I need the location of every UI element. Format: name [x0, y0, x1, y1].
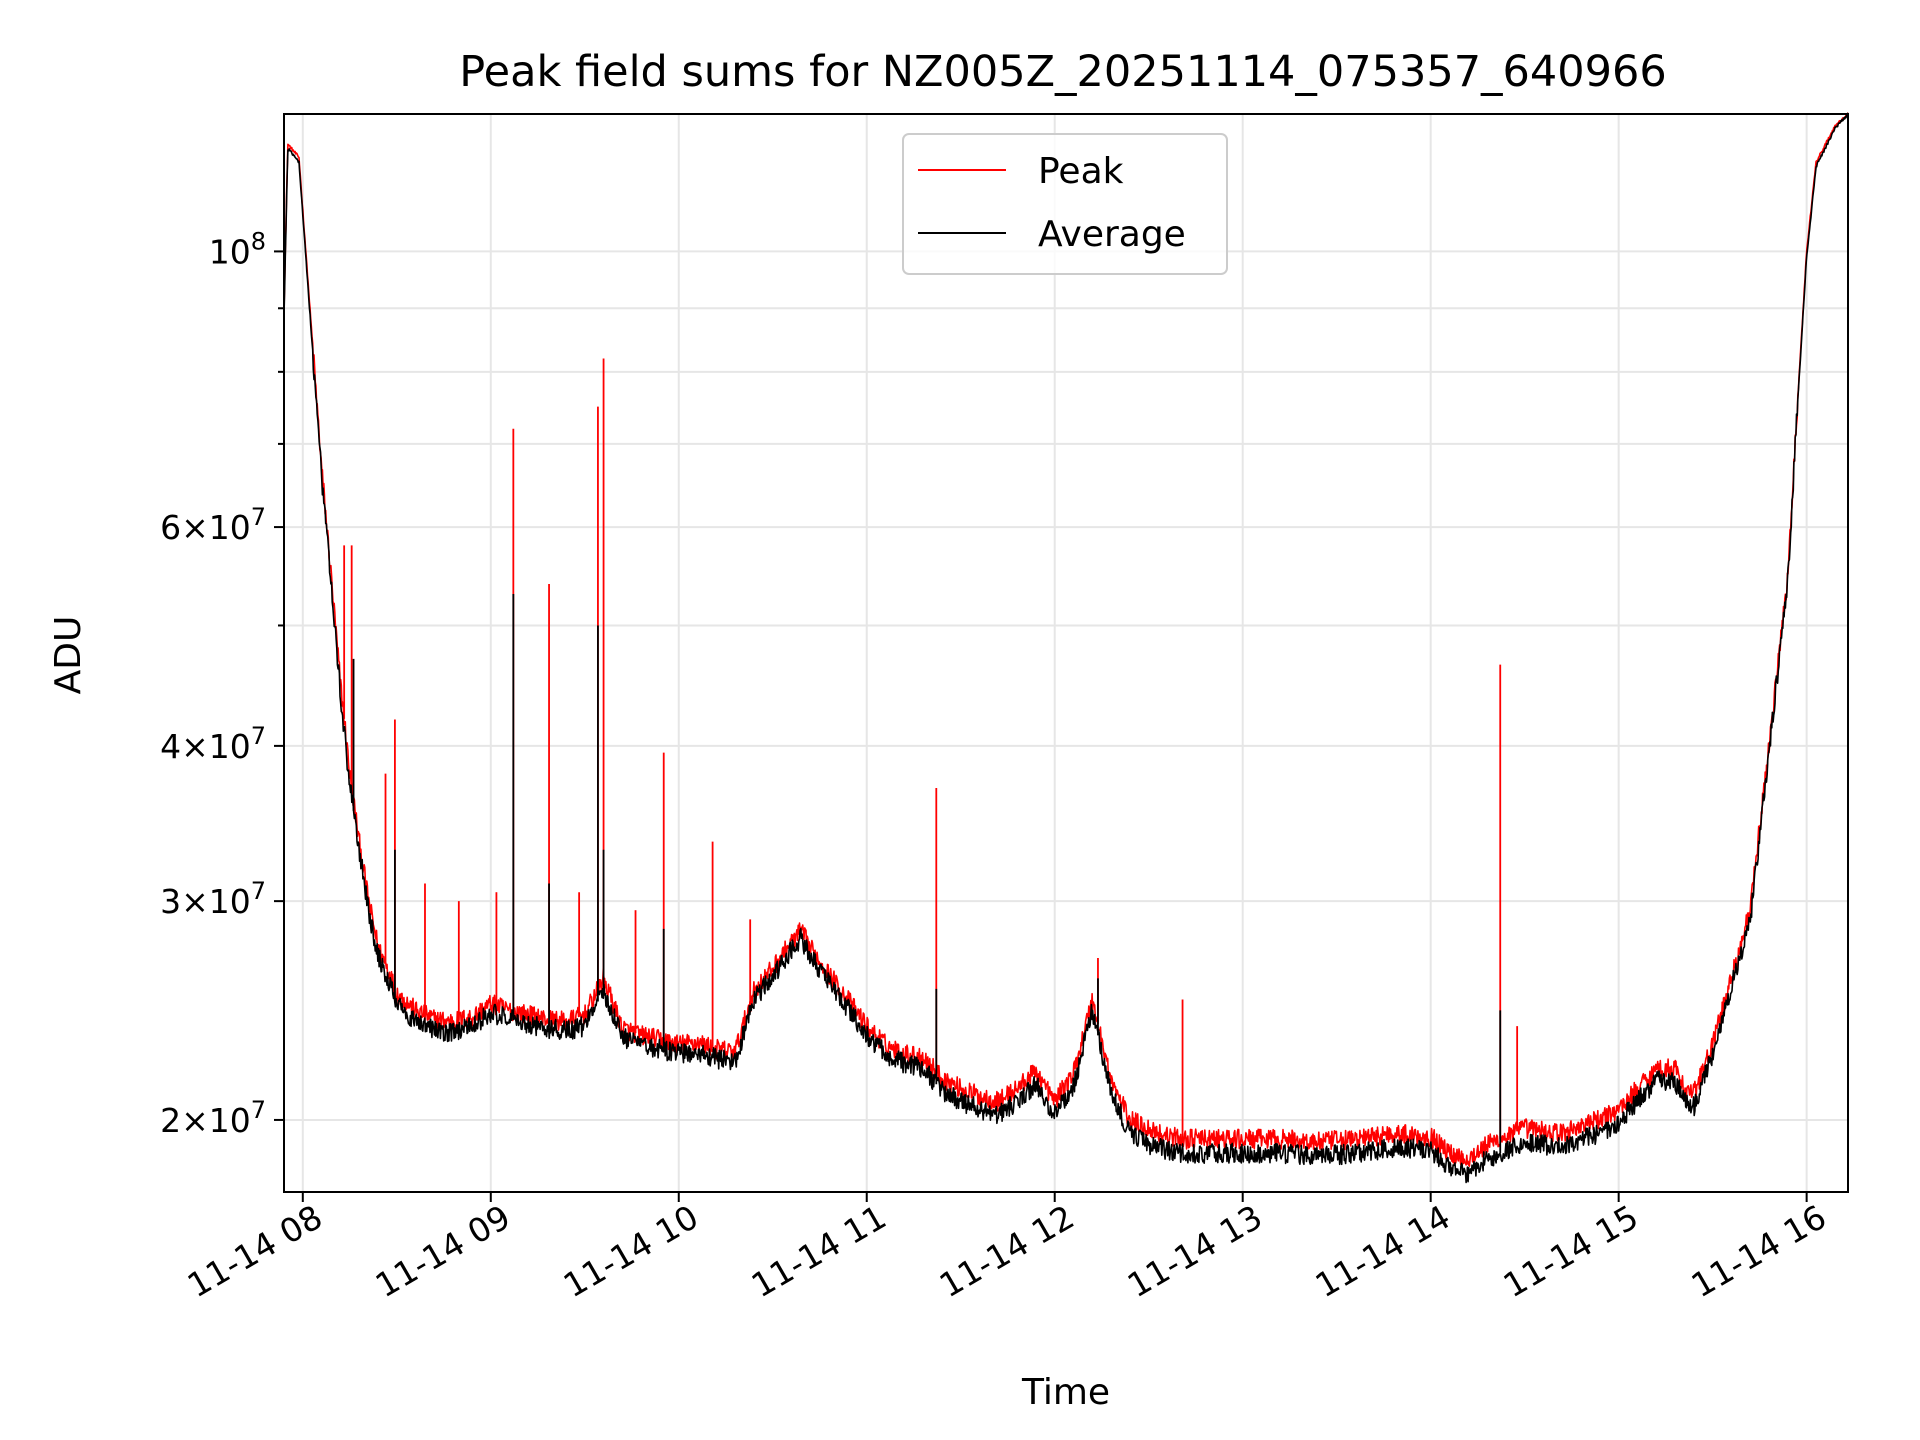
plot-area	[284, 114, 1848, 1192]
legend-label-average: Average	[1038, 214, 1186, 255]
series-layer	[283, 112, 1849, 1184]
legend: Peak Average	[902, 133, 1228, 275]
chart-title: Peak field sums for NZ005Z_20251114_0753…	[459, 47, 1666, 97]
legend-label-peak: Peak	[1038, 151, 1124, 192]
series-line-average	[283, 112, 1849, 1184]
plot-frame	[283, 113, 1849, 1193]
y-tick-label: 108	[209, 227, 266, 271]
y-tick-label: 4×107	[160, 722, 266, 766]
y-tick-label: 6×107	[160, 503, 266, 547]
x-axis-label: Time	[1021, 1372, 1110, 1413]
y-axis-label: ADU	[48, 616, 89, 695]
y-axis: 108 6×107 4×107 3×107 2×107	[160, 227, 284, 1140]
series-line-peak	[283, 112, 1849, 1167]
y-tick-label: 3×107	[160, 877, 266, 921]
y-tick-label: 2×107	[160, 1096, 266, 1140]
